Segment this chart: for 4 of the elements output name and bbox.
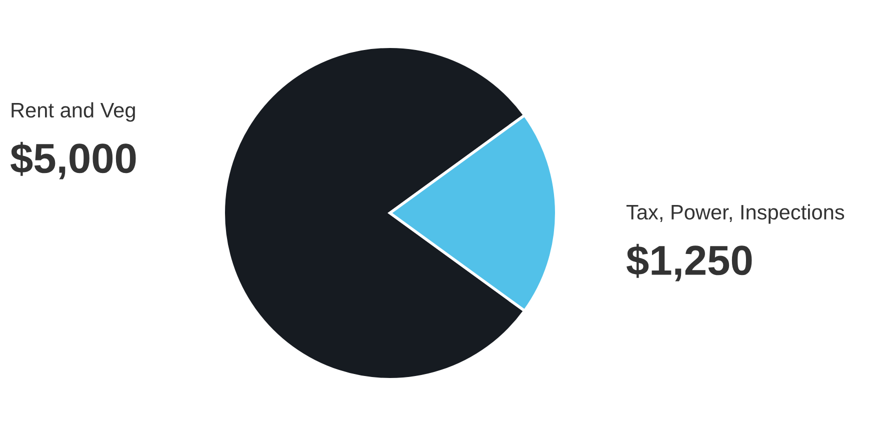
slice-label: Rent and Veg	[12, 102, 135, 122]
data-label: $1,250	[626, 244, 752, 282]
data-label: $5,000	[10, 142, 136, 180]
slice-label: Tax, Power, Inspections	[626, 204, 844, 224]
